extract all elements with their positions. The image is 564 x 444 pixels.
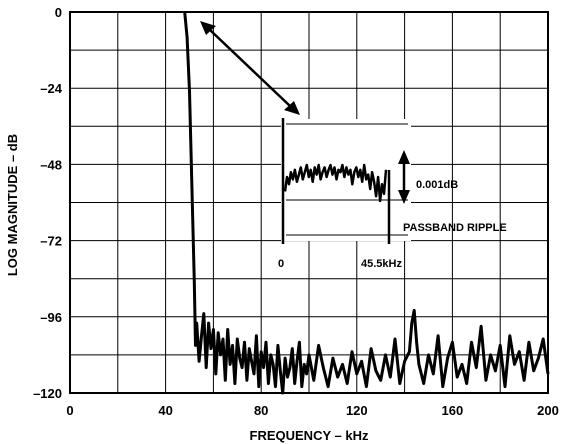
x-axis-title: FREQUENCY – kHz [250, 428, 369, 443]
callout-arrow [200, 21, 300, 115]
y-tick-label: –24 [40, 81, 62, 96]
x-tick-label: 40 [158, 403, 172, 418]
y-tick-label: 0 [55, 5, 62, 20]
x-tick-label: 160 [442, 403, 464, 418]
y-tick-labels: 0 –24 –48 –72 –96 –120 [33, 5, 63, 401]
x-tick-label: 80 [254, 403, 268, 418]
inset-end-label: 45.5kHz [361, 258, 402, 270]
y-tick-label: –96 [40, 310, 62, 325]
x-tick-label: 120 [346, 403, 368, 418]
y-tick-label: –120 [33, 386, 62, 401]
frequency-response-line [183, 11, 550, 395]
plot-frame [69, 11, 549, 394]
x-tick-label: 200 [537, 403, 559, 418]
y-axis-title: LOG MAGNITUDE – dB [5, 134, 20, 276]
inset-background [281, 119, 411, 241]
passband-ripple-caption: PASSBAND RIPPLE [403, 222, 507, 234]
passband-ripple-inset: 0.001dB PASSBAND RIPPLE 0 45.5kHz [278, 118, 507, 270]
ripple-double-arrow [398, 150, 410, 204]
inset-start-label: 0 [278, 258, 284, 270]
y-tick-label: –72 [40, 234, 62, 249]
x-tick-labels: 0 40 80 120 160 200 [66, 403, 558, 418]
ripple-value-label: 0.001dB [416, 179, 458, 191]
y-tick-label: –48 [40, 157, 62, 172]
passband-ripple-line [283, 163, 388, 203]
x-tick-label: 0 [66, 403, 73, 418]
